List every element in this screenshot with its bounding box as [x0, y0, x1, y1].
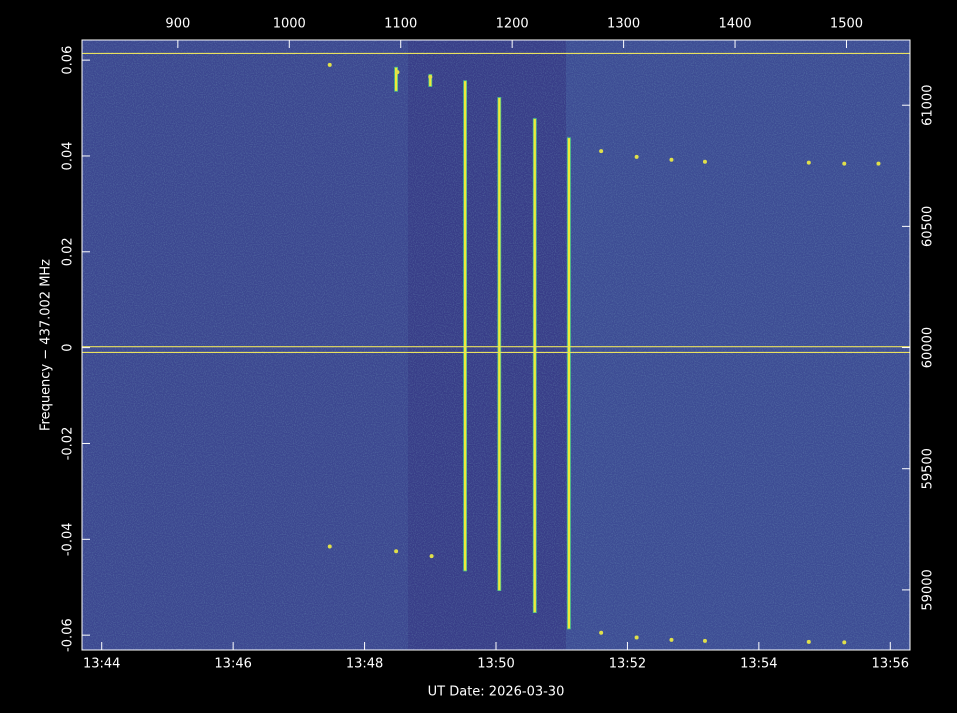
- signal-point: [806, 639, 811, 644]
- signal-trace: [463, 80, 468, 572]
- signal-point: [806, 160, 811, 165]
- signal-point: [876, 161, 881, 166]
- x2-tick-label: 900: [165, 17, 190, 32]
- y-tick-label: 0: [61, 343, 76, 351]
- x-tick-label: 13:52: [609, 657, 646, 672]
- x-tick-label: 13:44: [83, 657, 120, 672]
- signal-trace: [567, 137, 571, 630]
- signal-point: [599, 630, 604, 635]
- x2-tick-label: 1100: [384, 17, 417, 32]
- marks: [82, 52, 910, 645]
- y-tick-label: 0.02: [61, 237, 76, 266]
- y2-tick-label: 59000: [921, 569, 936, 610]
- signal-point: [842, 640, 847, 645]
- signal-point: [599, 149, 604, 154]
- x2-tick-label: 1300: [607, 17, 640, 32]
- signal-point: [702, 638, 707, 643]
- y2-tick-label: 60000: [921, 327, 936, 368]
- signal-point: [428, 74, 433, 79]
- signal-point: [634, 635, 639, 640]
- y2-tick-label: 61000: [921, 85, 936, 126]
- x2-tick-label: 1500: [830, 17, 863, 32]
- signal-point: [429, 554, 434, 559]
- signal-point: [634, 154, 639, 159]
- signal-point: [669, 157, 674, 162]
- y-tick-label: -0.06: [61, 618, 76, 652]
- signal-point: [327, 62, 332, 67]
- signal-point: [702, 159, 707, 164]
- signal-trace: [497, 97, 502, 591]
- signal-point: [394, 549, 399, 554]
- signal-point: [669, 637, 674, 642]
- signal-point: [842, 161, 847, 166]
- y2-tick-label: 60500: [921, 206, 936, 247]
- x2-tick-label: 1200: [496, 17, 529, 32]
- y-tick-label: 0.06: [61, 46, 76, 75]
- signal-trace: [532, 118, 537, 614]
- x-tick-label: 13:54: [740, 657, 777, 672]
- y2-tick-label: 59500: [921, 448, 936, 489]
- x-tick-label: 13:56: [872, 657, 909, 672]
- y-tick-label: -0.02: [61, 427, 76, 461]
- y-tick-label: -0.04: [61, 522, 76, 556]
- x-tick-label: 13:48: [346, 657, 383, 672]
- signal-point: [395, 70, 400, 75]
- x-tick-label: 13:50: [477, 657, 514, 672]
- x-tick-label: 13:46: [214, 657, 251, 672]
- x2-tick-label: 1000: [273, 17, 306, 32]
- signal-point: [327, 544, 332, 549]
- noise: [82, 40, 910, 650]
- x-axis-label: UT Date: 2026-03-30: [428, 685, 565, 700]
- y-axis-label: Frequency − 437.002 MHz: [39, 259, 54, 431]
- signal-trace: [394, 66, 399, 92]
- x2-tick-label: 1400: [718, 17, 751, 32]
- y-tick-label: 0.04: [61, 141, 76, 170]
- signal-trace: [428, 74, 433, 87]
